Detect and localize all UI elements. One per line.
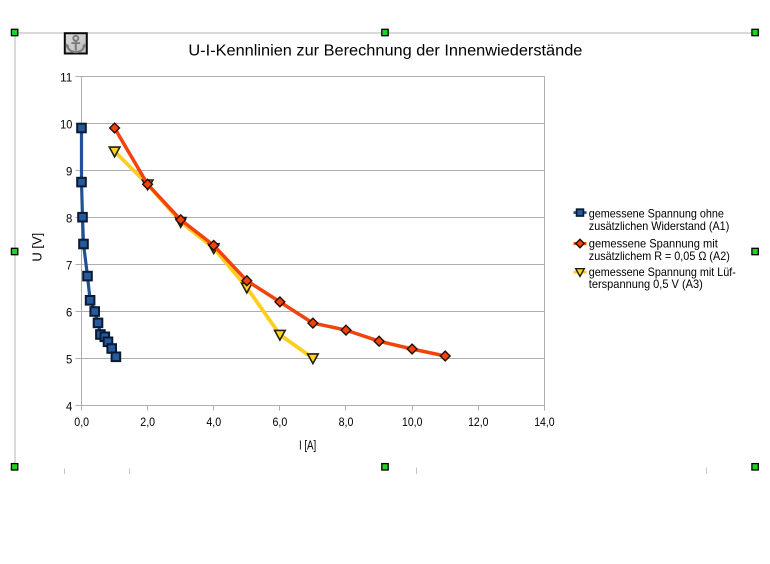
svg-text:0,0: 0,0: [74, 415, 89, 429]
svg-text:12,0: 12,0: [468, 415, 489, 429]
svg-text:10: 10: [60, 117, 72, 131]
svg-text:7: 7: [66, 258, 73, 272]
svg-text:gemessene Spannung ohne: gemessene Spannung ohne: [589, 207, 724, 221]
svg-text:10,0: 10,0: [402, 415, 423, 429]
svg-text:U-I-Kennlinien zur Berechnung: U-I-Kennlinien zur Berechnung der Innenw…: [188, 42, 582, 59]
svg-text:zusätzlichen Widerstand (A1): zusätzlichen Widerstand (A1): [589, 219, 730, 233]
svg-text:8,0: 8,0: [339, 415, 354, 429]
svg-text:4,0: 4,0: [206, 415, 221, 429]
svg-text:14,0: 14,0: [534, 415, 555, 429]
svg-text:11: 11: [60, 70, 73, 84]
svg-text:gemessene Spannung mit Lüf-: gemessene Spannung mit Lüf-: [589, 265, 736, 279]
svg-text:8: 8: [66, 211, 73, 225]
svg-text:terspannung 0,5 V (A3): terspannung 0,5 V (A3): [589, 277, 703, 291]
svg-text:I [A]: I [A]: [299, 438, 316, 453]
svg-text:U [V]: U [V]: [29, 233, 44, 262]
svg-text:6: 6: [66, 305, 73, 319]
svg-text:4: 4: [66, 399, 73, 413]
svg-text:6,0: 6,0: [273, 415, 288, 429]
svg-text:2,0: 2,0: [140, 415, 155, 429]
svg-text:zusätzlichem R = 0,05 Ω (A2): zusätzlichem R = 0,05 Ω (A2): [589, 249, 730, 263]
svg-text:gemessene Spannung mit: gemessene Spannung mit: [589, 236, 719, 250]
svg-text:9: 9: [66, 164, 73, 178]
svg-text:5: 5: [66, 352, 73, 366]
